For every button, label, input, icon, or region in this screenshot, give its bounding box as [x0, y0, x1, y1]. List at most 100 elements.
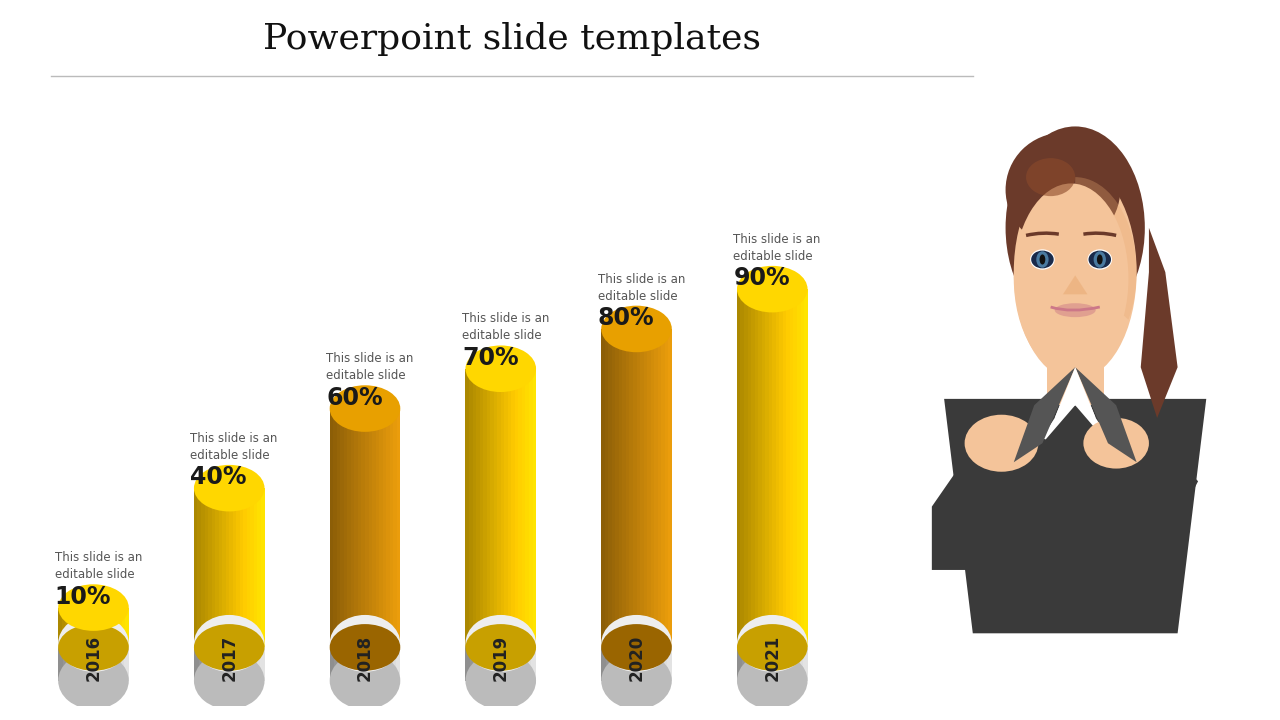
- Bar: [393, 408, 397, 647]
- Bar: [77, 644, 82, 680]
- Text: This slide is an
editable slide: This slide is an editable slide: [462, 312, 549, 343]
- Bar: [358, 644, 362, 680]
- Bar: [358, 408, 361, 647]
- Bar: [396, 644, 401, 680]
- Bar: [484, 644, 489, 680]
- Bar: [748, 289, 751, 647]
- Bar: [375, 408, 379, 647]
- Text: 2017: 2017: [220, 635, 238, 681]
- Bar: [101, 608, 104, 647]
- Bar: [260, 644, 265, 680]
- Bar: [612, 329, 616, 647]
- Bar: [480, 369, 483, 647]
- Bar: [494, 369, 497, 647]
- Bar: [61, 608, 65, 647]
- Bar: [531, 644, 536, 680]
- Bar: [387, 644, 390, 680]
- Bar: [475, 644, 480, 680]
- Bar: [664, 329, 668, 647]
- Bar: [255, 644, 260, 680]
- Bar: [124, 644, 129, 680]
- Text: 10%: 10%: [55, 585, 111, 608]
- Bar: [93, 608, 97, 647]
- Bar: [497, 369, 500, 647]
- Bar: [237, 488, 239, 647]
- Ellipse shape: [466, 615, 536, 672]
- Ellipse shape: [58, 585, 129, 631]
- Text: This slide is an
editable slide: This slide is an editable slide: [598, 273, 685, 302]
- Text: This slide is an
editable slide: This slide is an editable slide: [733, 233, 820, 263]
- Ellipse shape: [1014, 184, 1129, 374]
- Bar: [223, 644, 227, 680]
- Bar: [344, 408, 347, 647]
- Bar: [604, 329, 608, 647]
- Bar: [233, 488, 237, 647]
- Bar: [630, 329, 634, 647]
- Ellipse shape: [1030, 249, 1055, 269]
- Bar: [755, 289, 758, 647]
- Bar: [751, 644, 755, 680]
- Bar: [800, 289, 804, 647]
- Bar: [376, 644, 381, 680]
- Bar: [526, 644, 531, 680]
- Bar: [618, 329, 622, 647]
- Bar: [737, 289, 741, 647]
- Bar: [225, 488, 229, 647]
- Bar: [211, 488, 215, 647]
- Bar: [468, 369, 472, 647]
- Bar: [746, 644, 751, 680]
- Bar: [365, 408, 369, 647]
- Bar: [232, 644, 237, 680]
- Bar: [758, 289, 762, 647]
- Bar: [257, 488, 261, 647]
- Bar: [744, 289, 748, 647]
- Bar: [772, 289, 776, 647]
- Ellipse shape: [1014, 164, 1137, 380]
- Bar: [511, 369, 515, 647]
- Bar: [518, 369, 522, 647]
- Bar: [648, 644, 653, 680]
- Bar: [662, 644, 667, 680]
- Text: 90%: 90%: [733, 266, 790, 290]
- Bar: [205, 488, 209, 647]
- Polygon shape: [1075, 367, 1137, 462]
- Bar: [91, 644, 96, 680]
- Ellipse shape: [1037, 251, 1048, 268]
- Text: 80%: 80%: [598, 306, 654, 330]
- Bar: [76, 608, 79, 647]
- Bar: [470, 644, 475, 680]
- Wedge shape: [1075, 177, 1137, 320]
- Bar: [466, 644, 470, 680]
- Text: This slide is an
editable slide: This slide is an editable slide: [191, 432, 278, 462]
- Bar: [522, 644, 526, 680]
- Text: 2019: 2019: [492, 635, 509, 681]
- Bar: [83, 608, 87, 647]
- Bar: [472, 369, 476, 647]
- Polygon shape: [1055, 367, 1096, 418]
- Ellipse shape: [58, 615, 129, 672]
- Bar: [517, 644, 522, 680]
- Bar: [640, 329, 644, 647]
- Bar: [111, 608, 115, 647]
- Bar: [246, 644, 251, 680]
- Bar: [195, 488, 197, 647]
- Bar: [219, 488, 223, 647]
- Bar: [515, 369, 518, 647]
- Bar: [389, 408, 393, 647]
- Ellipse shape: [1027, 158, 1075, 196]
- Bar: [337, 408, 340, 647]
- Bar: [65, 608, 69, 647]
- Bar: [634, 644, 639, 680]
- Bar: [229, 488, 233, 647]
- Bar: [490, 369, 494, 647]
- Bar: [503, 644, 508, 680]
- Bar: [751, 289, 755, 647]
- Bar: [658, 329, 662, 647]
- Bar: [253, 488, 257, 647]
- Bar: [339, 644, 344, 680]
- Bar: [737, 644, 741, 680]
- Bar: [379, 408, 383, 647]
- Bar: [209, 488, 211, 647]
- Bar: [667, 644, 672, 680]
- Bar: [662, 329, 664, 647]
